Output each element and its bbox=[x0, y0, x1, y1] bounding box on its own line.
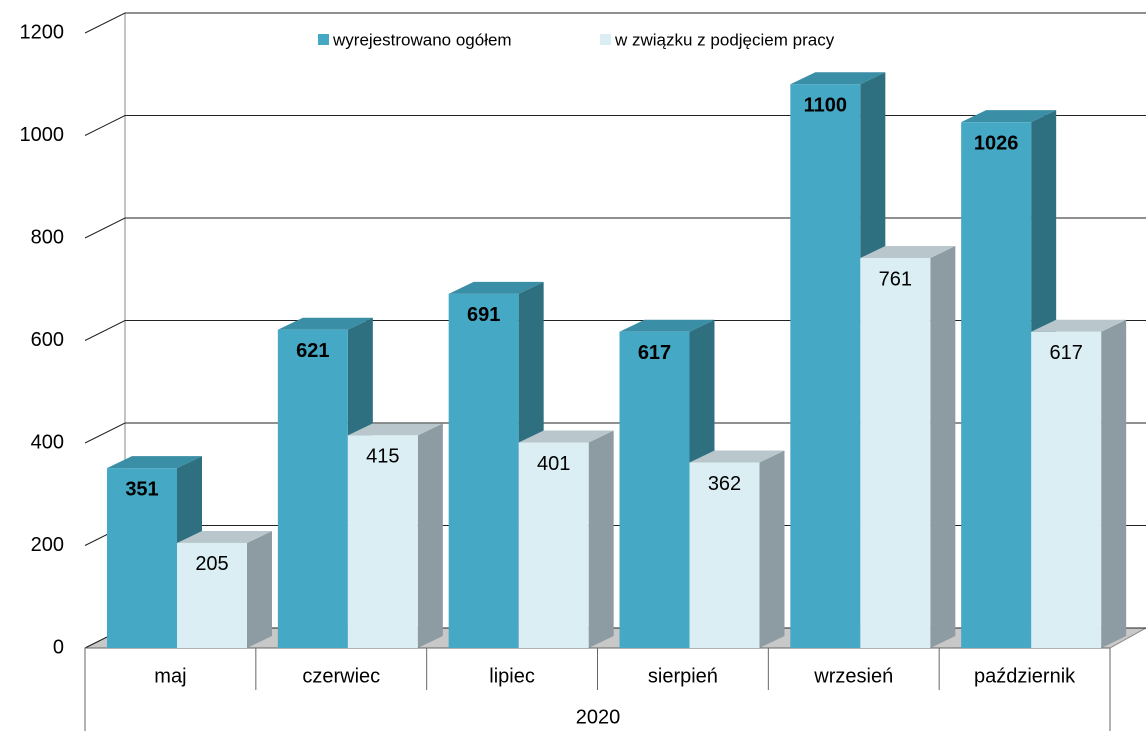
data-label: 617 bbox=[638, 342, 671, 364]
bar bbox=[1031, 331, 1102, 648]
y-tick-label: 0 bbox=[53, 636, 64, 658]
data-label: 691 bbox=[467, 304, 500, 326]
data-label: 1026 bbox=[974, 132, 1019, 154]
bar-top bbox=[107, 456, 202, 469]
y-tick-label: 1000 bbox=[20, 124, 65, 146]
bar bbox=[619, 331, 690, 648]
data-label: 351 bbox=[125, 478, 158, 500]
bar bbox=[448, 293, 519, 648]
bar-side bbox=[759, 450, 785, 648]
data-label: 1100 bbox=[804, 95, 847, 117]
x-tick-label: maj bbox=[154, 665, 186, 687]
legend-label: wyrejestrowano ogółem bbox=[332, 30, 512, 49]
bar-top bbox=[277, 317, 373, 330]
x-tick-label: czerwiec bbox=[302, 665, 380, 687]
bar bbox=[107, 468, 177, 648]
y-tick-label: 600 bbox=[31, 329, 64, 351]
x-tick-label: wrzesień bbox=[813, 665, 893, 687]
bar bbox=[961, 122, 1032, 649]
bar-top bbox=[689, 450, 785, 463]
bar-side bbox=[1101, 319, 1127, 648]
bar-top bbox=[790, 72, 886, 85]
y-tick-label: 1200 bbox=[20, 21, 65, 43]
data-label: 761 bbox=[879, 268, 912, 290]
grid-line bbox=[84, 12, 1146, 34]
bar bbox=[790, 84, 861, 648]
bar-top bbox=[347, 423, 443, 436]
bar-top bbox=[518, 430, 614, 443]
bar-top bbox=[1031, 319, 1127, 332]
bar-top bbox=[177, 530, 272, 543]
x-tick-label: październik bbox=[974, 665, 1076, 687]
y-tick-label: 400 bbox=[31, 431, 64, 453]
bar-side bbox=[588, 430, 614, 648]
legend-swatch bbox=[600, 34, 611, 45]
bar-top bbox=[860, 245, 956, 258]
data-label: 621 bbox=[296, 340, 329, 362]
data-label: 362 bbox=[708, 473, 741, 495]
legend-label: w związku z podjęciem pracy bbox=[614, 30, 835, 49]
bar bbox=[177, 542, 247, 648]
bar-top bbox=[961, 110, 1057, 123]
y-tick-label: 200 bbox=[31, 534, 64, 556]
legend-swatch bbox=[318, 34, 329, 45]
data-label: 617 bbox=[1049, 342, 1082, 364]
bar-top bbox=[619, 319, 715, 332]
bar-top bbox=[448, 281, 544, 294]
bar-side bbox=[930, 245, 956, 649]
data-label: 205 bbox=[195, 553, 228, 575]
data-label: 415 bbox=[366, 446, 399, 468]
bar bbox=[689, 462, 760, 648]
bar-side bbox=[247, 530, 272, 648]
bar bbox=[518, 442, 589, 648]
group-label: 2020 bbox=[576, 706, 621, 728]
x-tick-label: sierpień bbox=[648, 665, 718, 687]
y-tick-label: 800 bbox=[31, 226, 64, 248]
x-tick-label: lipiec bbox=[489, 665, 535, 687]
bar bbox=[347, 435, 418, 648]
bar bbox=[277, 329, 348, 648]
bar-side bbox=[417, 423, 443, 648]
bar bbox=[860, 257, 931, 648]
data-label: 401 bbox=[537, 453, 570, 475]
